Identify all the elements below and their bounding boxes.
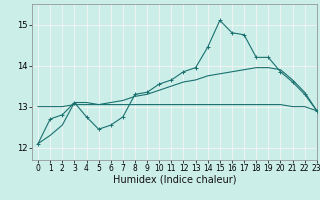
X-axis label: Humidex (Indice chaleur): Humidex (Indice chaleur) xyxy=(113,175,236,185)
